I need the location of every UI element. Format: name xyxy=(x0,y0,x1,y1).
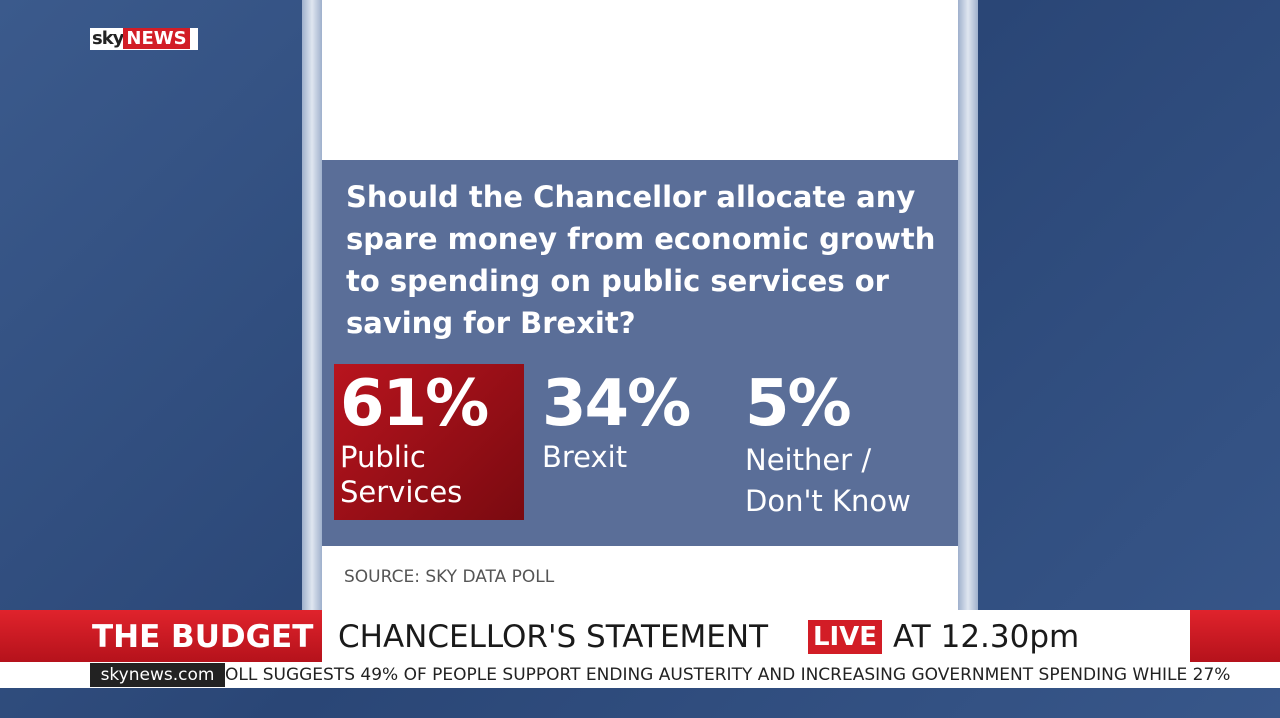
frame-right xyxy=(958,0,978,610)
panel-bottom xyxy=(322,546,958,610)
banner-title: THE BUDGET xyxy=(92,619,314,655)
result: 34% Brexit xyxy=(536,364,726,520)
live-badge: LIVE xyxy=(808,620,882,654)
result-label: Brexit xyxy=(542,440,628,474)
banner-left xyxy=(0,610,322,662)
banner-time: AT 12.30pm xyxy=(893,619,1080,655)
ticker-site: skynews.com xyxy=(90,663,225,687)
result: 5% Neither / Don't Know xyxy=(739,364,949,520)
banner-right xyxy=(1190,610,1280,662)
result-value: 5% xyxy=(745,367,852,441)
result-value: 61% xyxy=(340,367,489,441)
logo-news: NEWS xyxy=(123,28,190,49)
result-label: Public Services xyxy=(340,440,463,509)
panel-top xyxy=(322,0,958,160)
result: 61% Public Services xyxy=(334,364,524,520)
frame-left xyxy=(302,0,322,610)
logo-sky: sky xyxy=(92,28,124,49)
result-label: Neither / Don't Know xyxy=(745,443,911,518)
banner-headline: CHANCELLOR'S STATEMENT xyxy=(338,619,769,655)
logo: sky NEWS xyxy=(90,28,198,50)
source: SOURCE: SKY DATA POLL xyxy=(344,567,555,587)
question: Should the Chancellor allocate any spare… xyxy=(346,180,936,340)
ticker-text: OLL SUGGESTS 49% OF PEOPLE SUPPORT ENDIN… xyxy=(225,665,1231,685)
result-value: 34% xyxy=(542,367,691,441)
ticker: OLL SUGGESTS 49% OF PEOPLE SUPPORT ENDIN… xyxy=(0,662,1280,688)
